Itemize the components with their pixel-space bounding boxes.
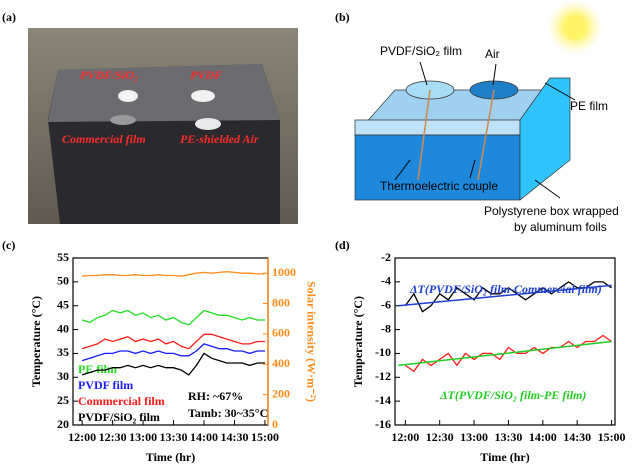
film-disc: [118, 90, 138, 102]
x-tick-label: 12:00: [391, 430, 419, 444]
panel-label: (c): [2, 238, 15, 252]
series-label: ΔT(PVDF/SiO₂ film-PE film): [439, 388, 586, 402]
series-line: [82, 344, 265, 361]
x-tick-label: 13:00: [129, 430, 157, 444]
y-tick-label: -16: [375, 417, 391, 431]
y-tick-label: -4: [381, 274, 391, 288]
film-disc: [191, 90, 215, 102]
y2-axis-label: Solar intensity (W·m⁻²): [304, 281, 318, 402]
y-tick-label: 30: [57, 369, 69, 383]
y-tick-label: 20: [57, 417, 69, 431]
film-disc: [195, 118, 221, 130]
y2-tick-label: 600: [272, 326, 290, 340]
figure: PVDF/SiO₂ PVDF Commercial film PE-shield…: [0, 0, 636, 465]
series-label: PVDF film: [78, 378, 133, 392]
y-tick-label: -14: [375, 393, 391, 407]
y2-tick-label: 200: [272, 386, 290, 400]
photo-label: Commercial film: [62, 132, 146, 146]
series-line: [398, 342, 611, 366]
diagram-label: Polystyrene box wrapped: [484, 204, 619, 218]
series-line: [82, 311, 265, 325]
annotation: Tamb: 30~35°C: [188, 406, 268, 420]
photo-label: PE-shielded Air: [180, 132, 259, 146]
pe-film: [355, 120, 520, 135]
diagram: [355, 0, 603, 200]
x-axis-label: Time (hr): [480, 450, 529, 464]
diagram-label: Air: [485, 47, 500, 61]
x-tick-label: 13:30: [160, 430, 188, 444]
diagram-label: by aluminum foils: [514, 220, 607, 234]
diagram-label: PVDF/SiO₂ film: [380, 44, 462, 58]
y-tick-label: -12: [375, 369, 391, 383]
y-tick-label: 40: [57, 321, 69, 335]
y-axis-label: Temperature (°C): [29, 296, 43, 387]
series-line: [82, 334, 265, 348]
sun: [547, 0, 603, 55]
y-axis-label: Temperature (°C): [351, 296, 365, 387]
x-tick-label: 12:30: [99, 430, 127, 444]
diagram-label: PE film: [570, 99, 608, 113]
pointer: [535, 180, 560, 198]
panel-label: (a): [2, 10, 16, 24]
x-tick-label: 13:00: [460, 430, 488, 444]
series-label: PVDF/SiO₂ film: [78, 410, 160, 424]
y2-tick-label: 0: [272, 417, 278, 431]
y-tick-label: 35: [57, 345, 69, 359]
x-tick-label: 15:00: [598, 430, 626, 444]
y2-tick-label: 800: [272, 295, 290, 309]
x-tick-label: 14:00: [190, 430, 218, 444]
y2-tick-label: 400: [272, 356, 290, 370]
x-axis-label: Time (hr): [146, 450, 195, 464]
annotation: RH: ~67%: [188, 389, 243, 403]
film-disc: [110, 115, 136, 125]
y-tick-label: 50: [57, 274, 69, 288]
photo-label: PVDF: [190, 68, 222, 82]
panel-label: (d): [335, 238, 350, 252]
y-tick-label: 45: [57, 297, 69, 311]
photo: [28, 28, 298, 224]
x-tick-label: 14:00: [529, 430, 557, 444]
y-tick-label: 55: [57, 250, 69, 264]
x-tick-label: 12:30: [426, 430, 454, 444]
x-tick-label: 14:30: [220, 430, 248, 444]
y-tick-label: -8: [381, 321, 391, 335]
y-tick-label: -10: [375, 345, 391, 359]
series-label: ΔT(PVDF/SiO₂ film-Commercial film): [409, 282, 602, 296]
y-tick-label: 25: [57, 393, 69, 407]
y-tick-label: -2: [381, 250, 391, 264]
x-tick-label: 13:30: [494, 430, 522, 444]
series-line: [82, 272, 265, 277]
x-tick-label: 14:30: [563, 430, 591, 444]
diagram-label: Thermoelectric couple: [380, 179, 498, 193]
photo-label: PVDF/SiO₂: [80, 68, 138, 82]
y-tick-label: -6: [381, 297, 391, 311]
x-tick-label: 12:00: [68, 430, 96, 444]
panel-label: (b): [335, 10, 350, 24]
y2-tick-label: 1000: [272, 265, 296, 279]
x-tick-label: 15:00: [251, 430, 279, 444]
series-label: Commercial film: [78, 394, 165, 408]
